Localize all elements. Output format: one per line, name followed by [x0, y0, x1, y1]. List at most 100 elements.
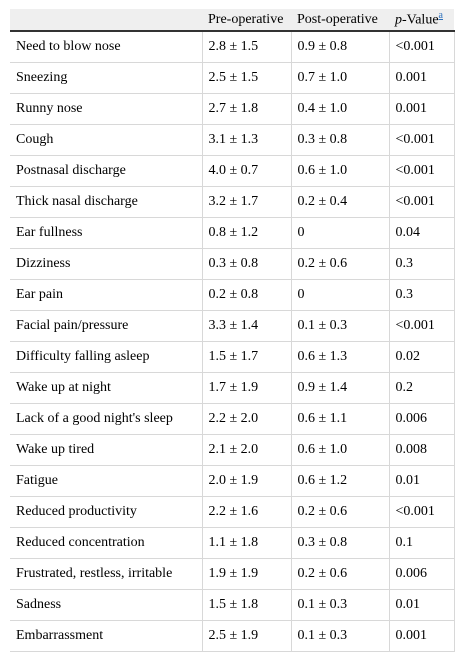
cell: 0.001 [388, 62, 455, 94]
row-label: Sadness [10, 589, 203, 621]
cell: 3.3 ± 1.4 [201, 310, 292, 342]
table-row: Sneezing 2.5 ± 1.5 0.7 ± 1.0 0.001 [10, 62, 455, 94]
cell: 0.4 ± 1.0 [290, 93, 390, 125]
row-label: Frustrated, restless, irritable [10, 558, 203, 590]
row-label: Reduced concentration [10, 527, 203, 559]
cell: 2.7 ± 1.8 [201, 93, 292, 125]
table-row: Ear pain 0.2 ± 0.8 0 0.3 [10, 279, 455, 311]
cell: 0.3 ± 0.8 [290, 124, 390, 156]
cell: 1.5 ± 1.8 [201, 589, 292, 621]
row-label: Runny nose [10, 93, 203, 125]
footnote-link[interactable]: a [438, 10, 443, 22]
row-label: Reduced productivity [10, 496, 203, 528]
cell: <0.001 [388, 30, 455, 63]
cell: 0.001 [388, 620, 455, 652]
cell: <0.001 [388, 186, 455, 218]
cell: 0.9 ± 0.8 [290, 30, 390, 63]
cell: 0.3 [388, 279, 455, 311]
cell: 1.7 ± 1.9 [201, 372, 292, 404]
row-label: Postnasal discharge [10, 155, 203, 187]
cell: 3.1 ± 1.3 [201, 124, 292, 156]
cell: <0.001 [388, 496, 455, 528]
header-italic: p [395, 12, 402, 28]
row-label: Facial pain/pressure [10, 310, 203, 342]
cell: 2.2 ± 2.0 [201, 403, 292, 435]
cell: 0.6 ± 1.0 [290, 434, 390, 466]
cell: 0.2 ± 0.6 [290, 558, 390, 590]
row-label: Thick nasal discharge [10, 186, 203, 218]
cell: 2.1 ± 2.0 [201, 434, 292, 466]
cell: 1.5 ± 1.7 [201, 341, 292, 373]
table-row: Reduced productivity 2.2 ± 1.6 0.2 ± 0.6 <0… [10, 496, 455, 528]
header-cell [10, 9, 202, 32]
cell: 4.0 ± 0.7 [201, 155, 292, 187]
cell: 0.1 ± 0.3 [290, 620, 390, 652]
row-label: Cough [10, 124, 203, 156]
header-text: -Value [402, 12, 439, 28]
row-label: Dizziness [10, 248, 203, 280]
table-row: Fatigue 2.0 ± 1.9 0.6 ± 1.2 0.01 [10, 465, 455, 497]
table-row: Lack of a good night's sleep 2.2 ± 2.0 0.6… [10, 403, 455, 435]
cell: <0.001 [388, 124, 455, 156]
cell: 1.1 ± 1.8 [201, 527, 292, 559]
row-label: Wake up at night [10, 372, 203, 404]
cell: 0.3 ± 0.8 [290, 527, 390, 559]
cell: 2.5 ± 1.5 [201, 62, 292, 94]
row-label: Embarrassment [10, 620, 203, 652]
cell: 3.2 ± 1.7 [201, 186, 292, 218]
table-row: Cough 3.1 ± 1.3 0.3 ± 0.8 <0.001 [10, 124, 455, 156]
cell: 0.1 ± 0.3 [290, 310, 390, 342]
cell: 0.6 ± 1.2 [290, 465, 390, 497]
table-row: Need to blow nose 2.8 ± 1.5 0.9 ± 0.8 <0.00… [10, 30, 455, 63]
cell: 0.04 [388, 217, 455, 249]
table-row: Sadness 1.5 ± 1.8 0.1 ± 0.3 0.01 [10, 589, 455, 621]
cell: 0.6 ± 1.1 [290, 403, 390, 435]
cell: 2.0 ± 1.9 [201, 465, 292, 497]
cell: 0.01 [388, 465, 455, 497]
table-row: Frustrated, restless, irritable 1.9 ± 1.9… [10, 558, 455, 590]
row-label: Fatigue [10, 465, 203, 497]
cell: 1.9 ± 1.9 [201, 558, 292, 590]
row-label: Lack of a good night's sleep [10, 403, 203, 435]
cell: <0.001 [388, 310, 455, 342]
cell: 0.1 [388, 527, 455, 559]
table-row: Postnasal discharge 4.0 ± 0.7 0.6 ± 1.0 <0.… [10, 155, 455, 187]
row-label: Need to blow nose [10, 30, 203, 63]
cell: 0.006 [388, 558, 455, 590]
table-row: Dizziness 0.3 ± 0.8 0.2 ± 0.6 0.3 [10, 248, 455, 280]
cell: 0.008 [388, 434, 455, 466]
table-header: Pre-operative Post-operative p-Valuea [10, 9, 454, 32]
cell: 0.3 [388, 248, 455, 280]
table-row: Ear fullness 0.8 ± 1.2 0 0.04 [10, 217, 455, 249]
row-label: Ear fullness [10, 217, 203, 249]
table-row: Wake up at night 1.7 ± 1.9 0.9 ± 1.4 0.2 [10, 372, 455, 404]
row-label: Sneezing [10, 62, 203, 94]
cell: 2.5 ± 1.9 [201, 620, 292, 652]
table-row: Runny nose 2.7 ± 1.8 0.4 ± 1.0 0.001 [10, 93, 455, 125]
cell: 0.2 [388, 372, 455, 404]
data-table: Pre-operative Post-operative p-Valuea Ne… [10, 9, 455, 652]
row-label: Difficulty falling asleep [10, 341, 203, 373]
cell: 0.02 [388, 341, 455, 373]
cell: 0.2 ± 0.6 [290, 248, 390, 280]
header-cell: Post-operative [291, 9, 389, 32]
row-label: Ear pain [10, 279, 203, 311]
cell: 0 [290, 217, 390, 249]
row-label: Wake up tired [10, 434, 203, 466]
cell: 0.9 ± 1.4 [290, 372, 390, 404]
header-cell: p-Valuea [389, 9, 454, 32]
cell: 0.1 ± 0.3 [290, 589, 390, 621]
table-body: Need to blow nose 2.8 ± 1.5 0.9 ± 0.8 <0.00… [10, 30, 455, 652]
cell: 0.2 ± 0.6 [290, 496, 390, 528]
cell: 0 [290, 279, 390, 311]
cell: 0.6 ± 1.0 [290, 155, 390, 187]
table-row: Reduced concentration 1.1 ± 1.8 0.3 ± 0.8 0… [10, 527, 455, 559]
cell: 0.8 ± 1.2 [201, 217, 292, 249]
cell: 0.2 ± 0.4 [290, 186, 390, 218]
cell: 0.2 ± 0.8 [201, 279, 292, 311]
header-cell: Pre-operative [202, 9, 291, 32]
cell: 0.001 [388, 93, 455, 125]
cell: 0.006 [388, 403, 455, 435]
table-row: Embarrassment 2.5 ± 1.9 0.1 ± 0.3 0.001 [10, 620, 455, 652]
